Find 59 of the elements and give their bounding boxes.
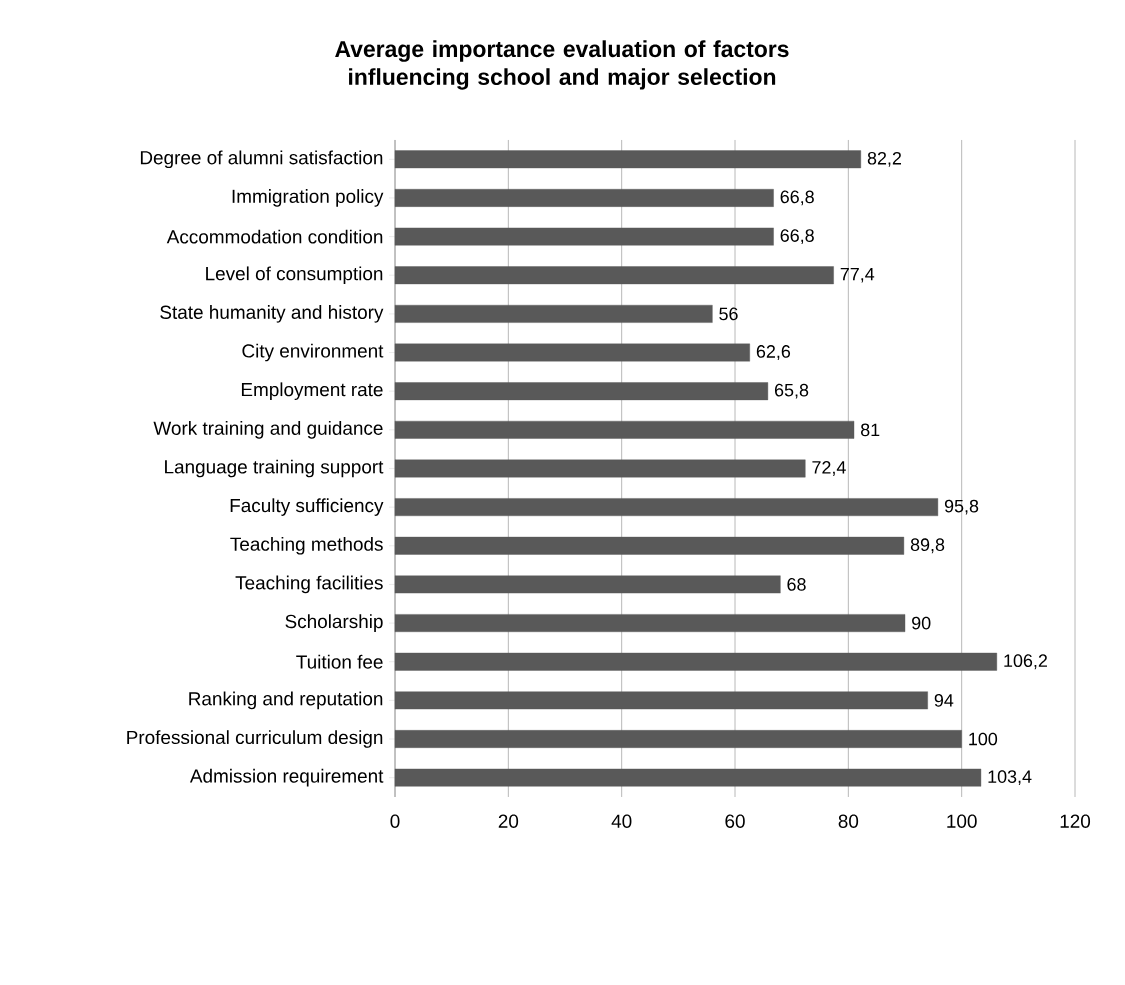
data-label: 100 — [969, 732, 998, 746]
bar — [394, 227, 774, 246]
y-tick-label: Ranking and reputation — [189, 691, 383, 710]
data-label: 94 — [934, 694, 954, 707]
bar — [394, 536, 905, 555]
bar — [394, 459, 806, 478]
y-tick-label: Degree of alumni satisfaction — [140, 150, 383, 169]
data-label: 68 — [787, 578, 806, 591]
data-label: 72,4 — [812, 461, 846, 476]
bar — [394, 150, 862, 169]
y-tick-label: Admission requirement — [189, 768, 384, 787]
data-label: 81 — [860, 423, 880, 437]
x-tick-label: 120 — [1060, 814, 1091, 828]
y-tick-label: Teaching methods — [230, 536, 383, 555]
data-label: 90 — [912, 616, 931, 630]
bar — [394, 652, 998, 671]
bar — [394, 614, 906, 632]
data-label: 66,8 — [780, 190, 814, 206]
bar — [394, 730, 962, 748]
data-label: 56 — [719, 307, 738, 321]
data-label: 103,4 — [988, 770, 1032, 786]
y-tick-label: Faculty sufficiency — [230, 498, 384, 516]
bar — [394, 575, 781, 594]
bar — [394, 343, 750, 362]
data-label: 65,8 — [774, 383, 809, 399]
chart-title: Average importance evaluation of factors influencing school and major selection — [335, 40, 789, 90]
y-tick-label: Work training and guidance — [153, 421, 383, 439]
y-tick-label: Immigration policy — [232, 189, 384, 207]
y-tick-label: Tuition fee — [296, 654, 383, 669]
data-label: 89,8 — [910, 538, 945, 554]
x-tick-label: 80 — [838, 814, 859, 828]
y-tick-label: City environment — [242, 343, 384, 362]
x-tick-label: 40 — [611, 814, 632, 828]
x-tick-label: 100 — [947, 814, 977, 828]
bar — [394, 382, 769, 401]
bar — [394, 498, 939, 517]
y-tick-label: State humanity and history — [160, 305, 384, 323]
bar — [394, 420, 855, 439]
data-label: 82,2 — [867, 151, 902, 167]
data-label: 62,6 — [756, 345, 791, 360]
data-label: 66,8 — [780, 229, 814, 245]
bar — [394, 266, 834, 285]
y-tick-label: Professional curriculum design — [127, 730, 383, 748]
y-tick-label: Accommodation condition — [166, 229, 383, 244]
y-tick-label: Language training support — [165, 459, 384, 478]
x-tick-label: 60 — [725, 814, 745, 828]
data-label: 95,8 — [944, 499, 979, 515]
bar — [394, 304, 713, 323]
y-tick-label: Teaching facilities — [235, 575, 383, 594]
bar — [394, 189, 774, 207]
data-label: 106,2 — [1004, 654, 1047, 670]
x-tick-label: 20 — [498, 814, 519, 828]
x-tick-label: 0 — [390, 814, 400, 828]
y-tick-label: Scholarship — [285, 614, 383, 632]
y-tick-label: Level of consumption — [206, 266, 383, 285]
y-tick-label: Employment rate — [241, 382, 383, 400]
bar — [394, 691, 928, 710]
data-label: 77,4 — [840, 267, 875, 283]
bar — [394, 768, 982, 787]
